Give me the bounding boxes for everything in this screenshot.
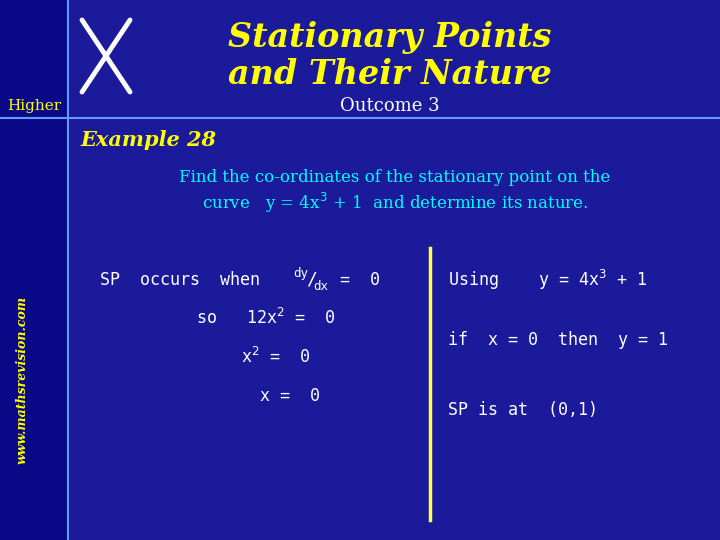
Text: Outcome 3: Outcome 3 <box>340 97 440 115</box>
Text: SP is at  (0,1): SP is at (0,1) <box>448 401 598 419</box>
Text: Using    y = 4x$^3$ + 1: Using y = 4x$^3$ + 1 <box>448 268 647 292</box>
Text: =  0: = 0 <box>330 271 380 289</box>
Text: /: / <box>306 271 317 289</box>
Text: curve   y = 4x$^3$ + 1  and determine its nature.: curve y = 4x$^3$ + 1 and determine its n… <box>202 191 588 215</box>
Text: Stationary Points: Stationary Points <box>228 22 552 55</box>
Text: Higher: Higher <box>7 99 61 113</box>
Text: x =  0: x = 0 <box>260 387 320 405</box>
Text: and Their Nature: and Their Nature <box>228 58 552 91</box>
Text: dx: dx <box>313 280 328 293</box>
Bar <box>0 0 68 540</box>
Text: if  x = 0  then  y = 1: if x = 0 then y = 1 <box>448 331 668 349</box>
Bar <box>68 0 720 118</box>
Text: x$^2$ =  0: x$^2$ = 0 <box>241 347 310 367</box>
Text: so   12x$^2$ =  0: so 12x$^2$ = 0 <box>196 308 335 328</box>
Text: dy: dy <box>293 267 308 280</box>
Text: Example 28: Example 28 <box>80 130 216 150</box>
Text: www.mathsrevision.com: www.mathsrevision.com <box>16 296 29 464</box>
Text: Find the co-ordinates of the stationary point on the: Find the co-ordinates of the stationary … <box>179 170 611 186</box>
Text: SP  occurs  when: SP occurs when <box>100 271 260 289</box>
